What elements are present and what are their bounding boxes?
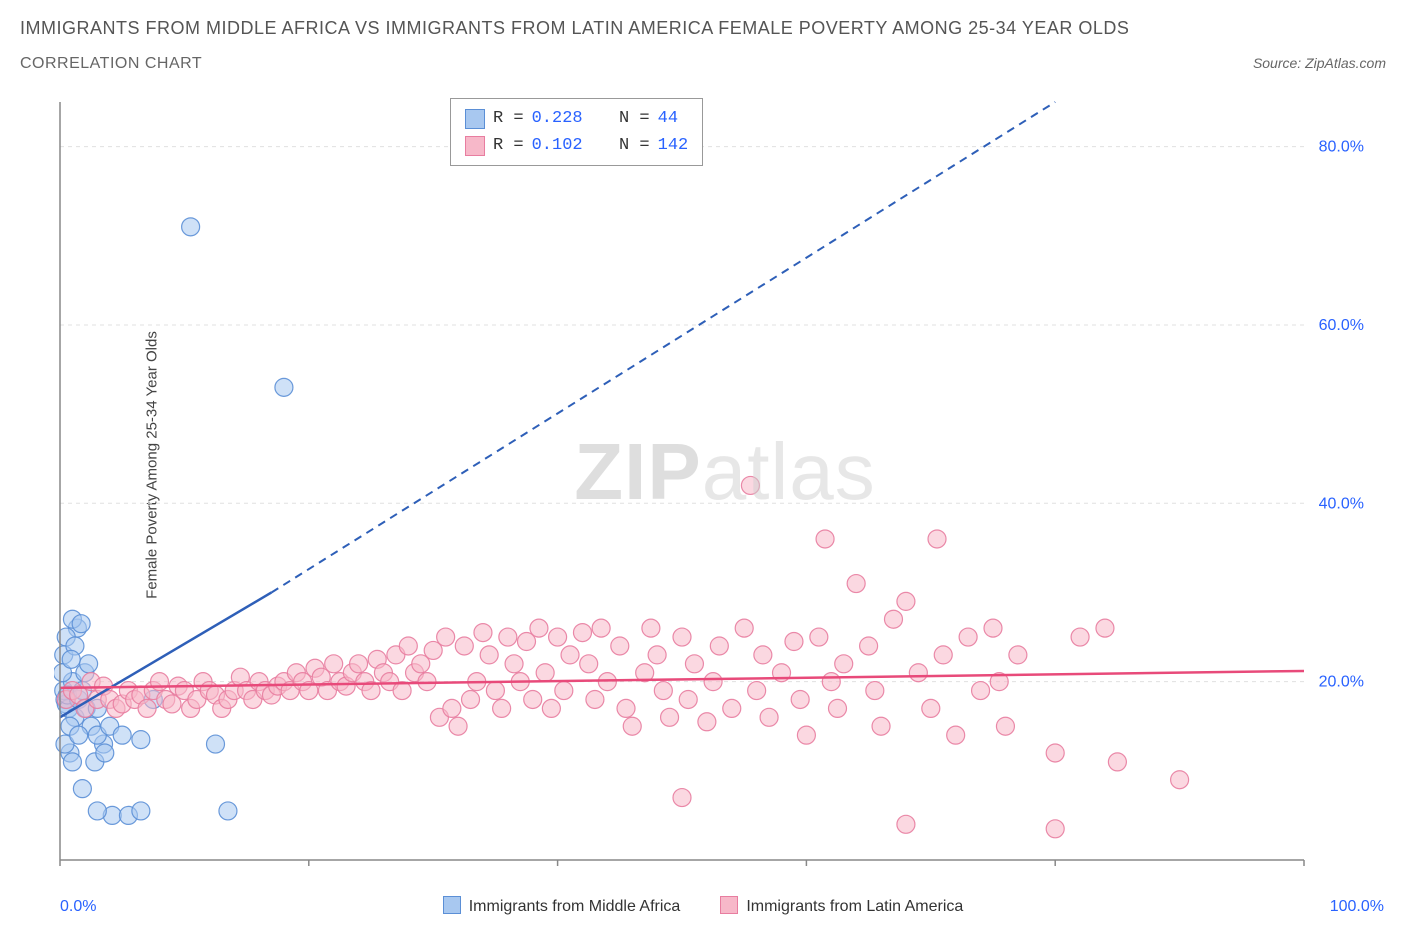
legend-item: Immigrants from Middle Africa [443,896,681,916]
legend-swatch-icon [720,896,738,914]
chart-area: ZIPatlas 20.0%40.0%60.0%80.0% R = 0.228 … [54,96,1396,880]
correlation-stats-box: R = 0.228 N = 44R = 0.102 N = 142 [450,98,703,166]
series-swatch-icon [465,136,485,156]
chart-subtitle: CORRELATION CHART [20,55,202,73]
legend: Immigrants from Middle Africa Immigrants … [0,896,1406,916]
legend-item: Immigrants from Latin America [720,896,963,916]
source-attribution: Source: ZipAtlas.com [1253,55,1386,71]
svg-text:60.0%: 60.0% [1319,317,1364,334]
legend-swatch-icon [443,896,461,914]
stats-row: R = 0.228 N = 44 [465,105,688,132]
legend-label: Immigrants from Latin America [746,898,963,915]
svg-text:40.0%: 40.0% [1319,495,1364,512]
series-swatch-icon [465,109,485,129]
svg-text:80.0%: 80.0% [1319,139,1364,156]
legend-label: Immigrants from Middle Africa [469,898,681,915]
svg-text:20.0%: 20.0% [1319,674,1364,691]
chart-title: IMMIGRANTS FROM MIDDLE AFRICA VS IMMIGRA… [20,18,1386,39]
scatter-plot: 20.0% 40.0% 60.0% 80.0% [54,96,1374,866]
stats-row: R = 0.102 N = 142 [465,132,688,159]
